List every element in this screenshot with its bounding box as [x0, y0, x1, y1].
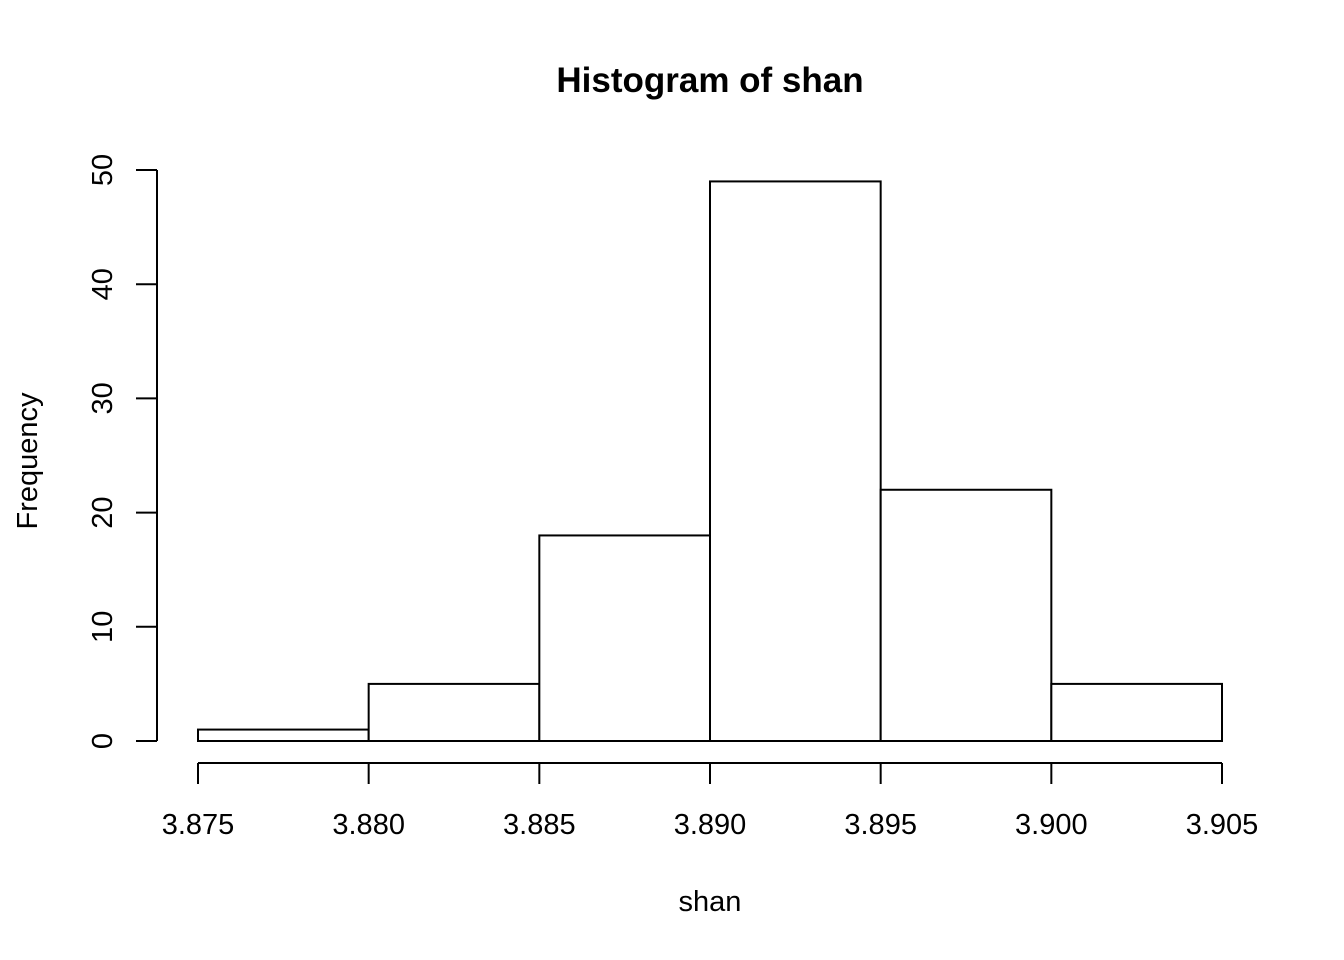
x-tick-label: 3.890: [674, 809, 747, 841]
histogram-bar: [538, 534, 711, 742]
x-tick-label: 3.895: [844, 809, 917, 841]
y-tick-label: 50: [87, 154, 119, 186]
histogram-bar: [197, 728, 370, 743]
histogram-bar: [709, 180, 882, 743]
bars-group: [197, 180, 1224, 743]
chart-title: Histogram of shan: [556, 61, 863, 100]
y-axis-label: Frequency: [12, 392, 44, 530]
y-tick-label: 30: [87, 382, 119, 414]
y-axis: 0 10 20 30 40 50: [87, 154, 158, 749]
x-tick-label: 3.905: [1186, 809, 1259, 841]
x-tick-label: 3.885: [503, 809, 576, 841]
x-tick-label: 3.875: [162, 809, 235, 841]
y-tick-label: 10: [87, 611, 119, 643]
x-tick-label: 3.900: [1015, 809, 1088, 841]
histogram-bar: [367, 682, 541, 743]
x-tick-label: 3.880: [332, 809, 405, 841]
x-axis-label: shan: [679, 886, 742, 918]
histogram-bar: [879, 488, 1053, 743]
y-tick-label: 20: [87, 496, 119, 528]
x-axis: 3.875 3.880 3.885 3.890 3.895 3.900 3.905: [162, 762, 1259, 841]
y-tick-label: 0: [87, 733, 119, 749]
y-tick-label: 40: [87, 268, 119, 300]
histogram-bar: [1050, 682, 1224, 743]
